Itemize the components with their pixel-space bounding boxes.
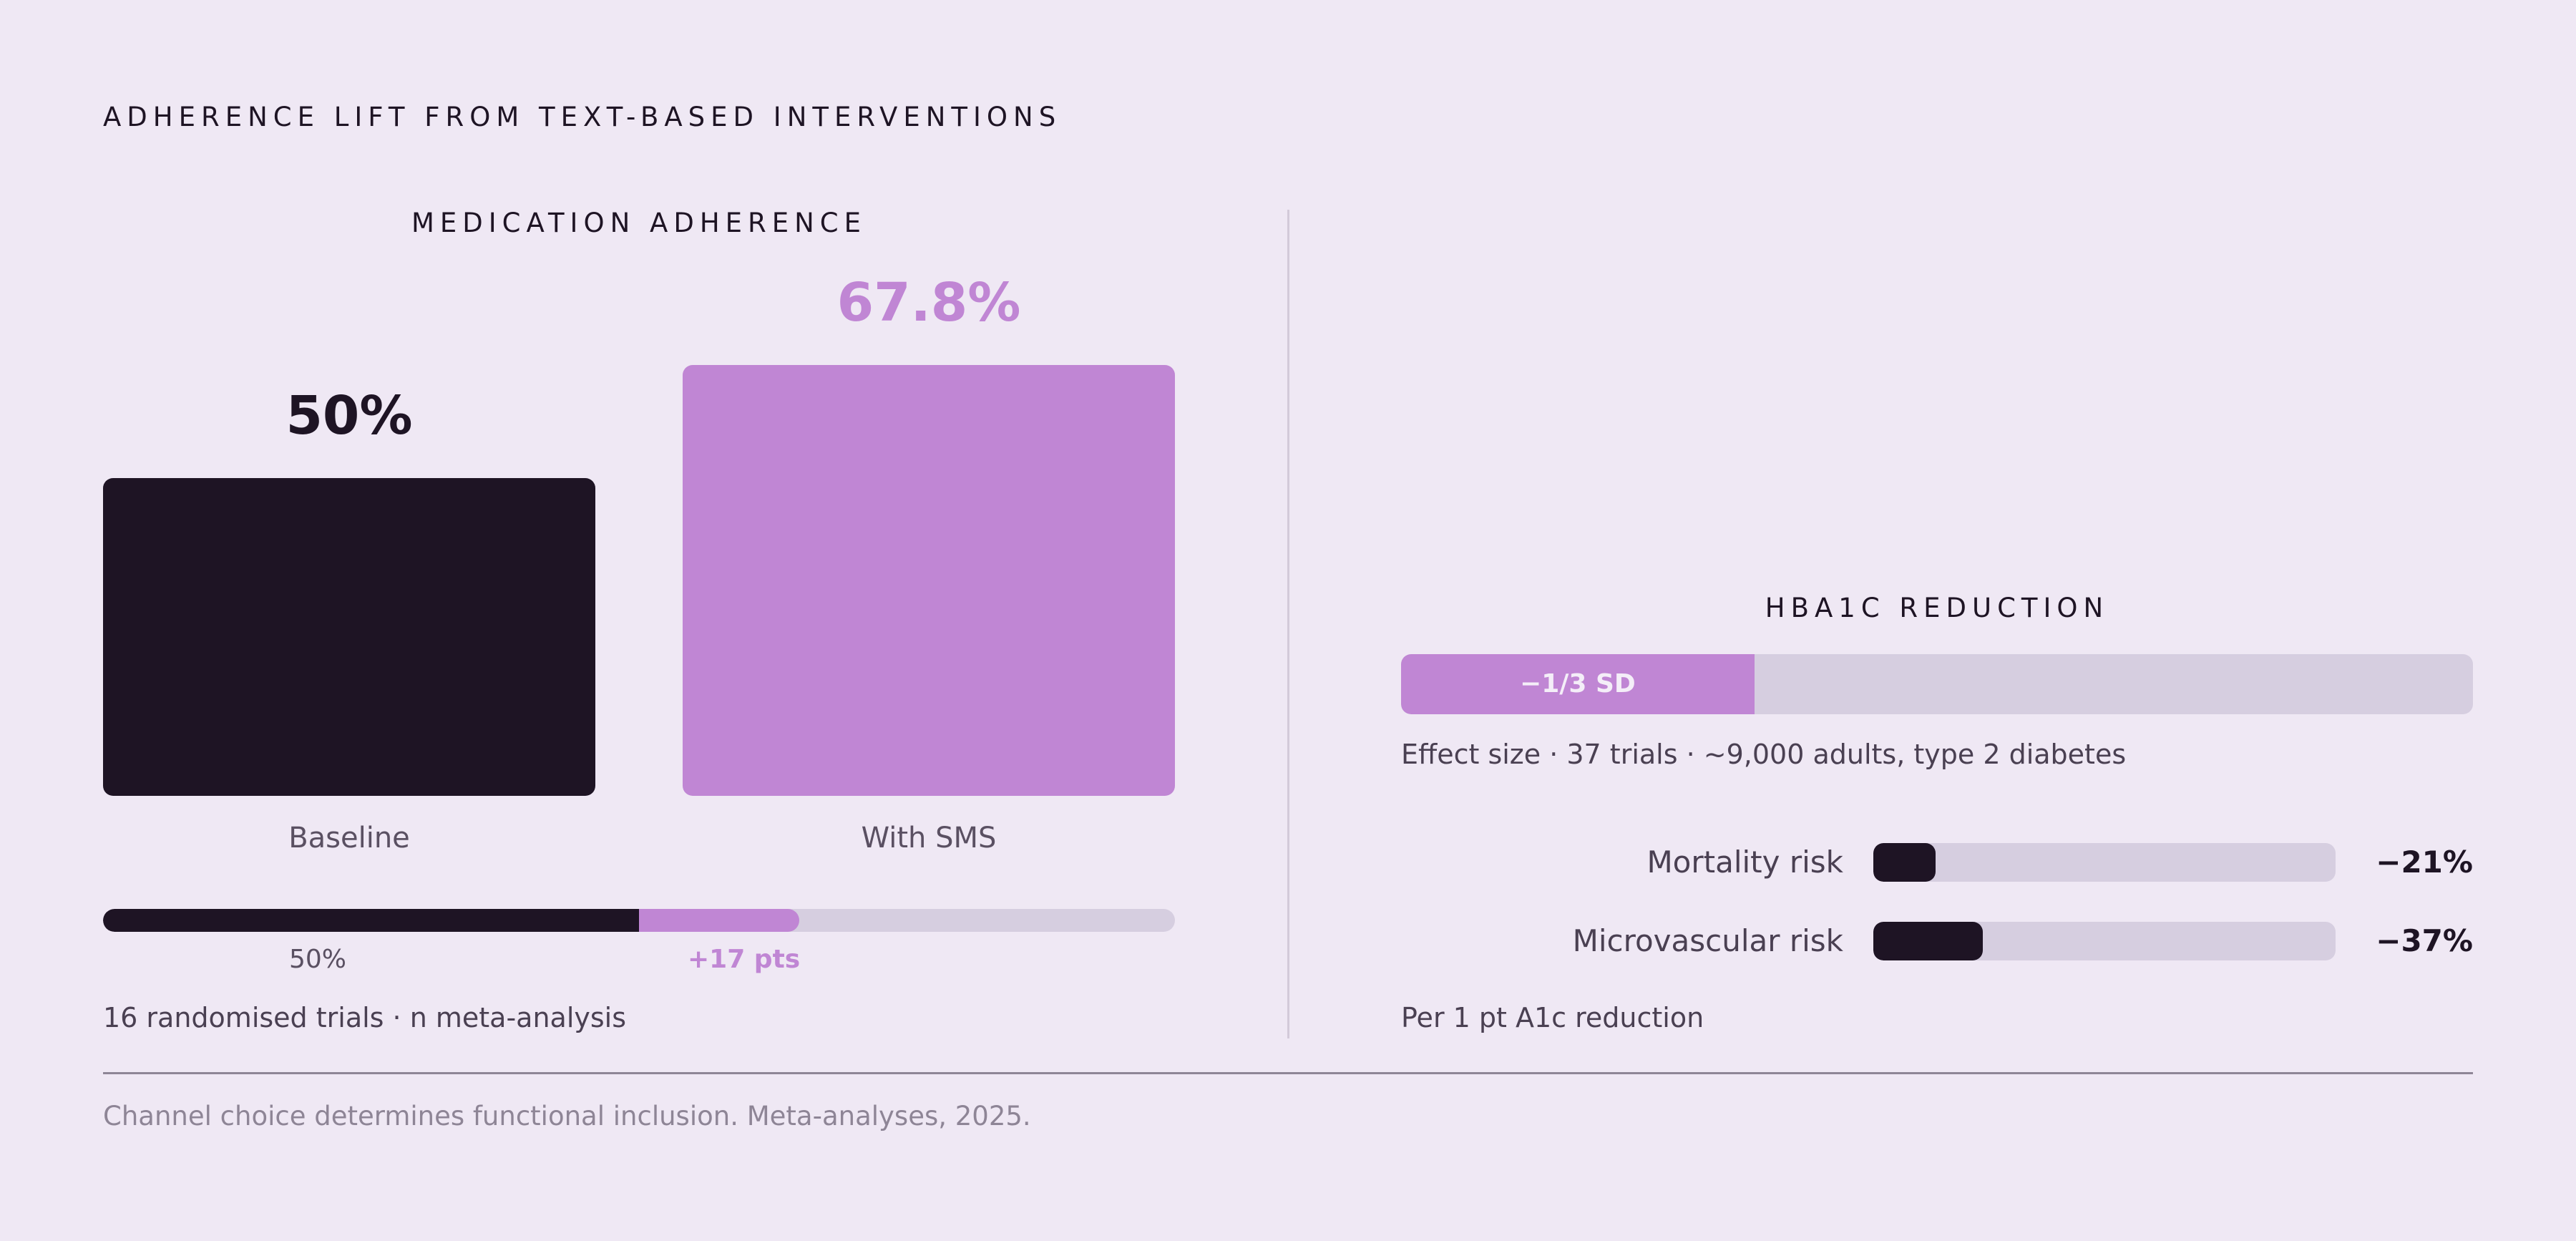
risk-value-mortality: −21% <box>2376 845 2473 880</box>
category-label-with-sms: With SMS <box>861 822 997 855</box>
hba1c-reduction-title: HBA1C REDUCTION <box>1765 593 2109 623</box>
medication-adherence-title: MEDICATION ADHERENCE <box>411 208 867 238</box>
effect-size-note: Effect size · 37 trials · ~9,000 adults,… <box>1401 739 2127 770</box>
footer-source: Channel choice determines functional inc… <box>103 1101 1031 1132</box>
effect-size-label: −1/3 SD <box>1520 669 1636 699</box>
footer-rule <box>103 1072 2473 1074</box>
risk-label-microvascular: Microvascular risk <box>1572 923 1843 958</box>
risk-note: Per 1 pt A1c reduction <box>1401 1002 1704 1033</box>
risk-label-mortality: Mortality risk <box>1646 845 1843 880</box>
risk-fill-microvascular <box>1873 922 1983 960</box>
value-label-with-sms: 67.8% <box>836 271 1021 334</box>
risk-fill-mortality <box>1873 843 1936 882</box>
risk-track-microvascular <box>1873 922 2336 960</box>
effect-size-track: −1/3 SD <box>1401 654 2473 714</box>
bar-baseline <box>103 478 595 796</box>
bar-with-sms <box>683 364 1175 796</box>
lift-baseline-label: 50% <box>288 945 346 974</box>
category-label-baseline: Baseline <box>288 822 410 855</box>
lift-baseline-segment <box>103 909 639 932</box>
lift-gain-segment <box>639 909 800 932</box>
effect-size-fill <box>1401 654 1755 714</box>
lift-gain-label: +17 pts <box>688 945 801 974</box>
value-label-baseline: 50% <box>286 385 413 447</box>
page-title: ADHERENCE LIFT FROM TEXT-BASED INTERVENT… <box>103 102 1062 132</box>
risk-track-mortality <box>1873 843 2336 882</box>
risk-value-microvascular: −37% <box>2376 923 2473 958</box>
panel-divider <box>1287 210 1289 1038</box>
adherence-note: 16 randomised trials · n meta-analysis <box>103 1002 627 1033</box>
lift-track <box>103 909 1175 932</box>
